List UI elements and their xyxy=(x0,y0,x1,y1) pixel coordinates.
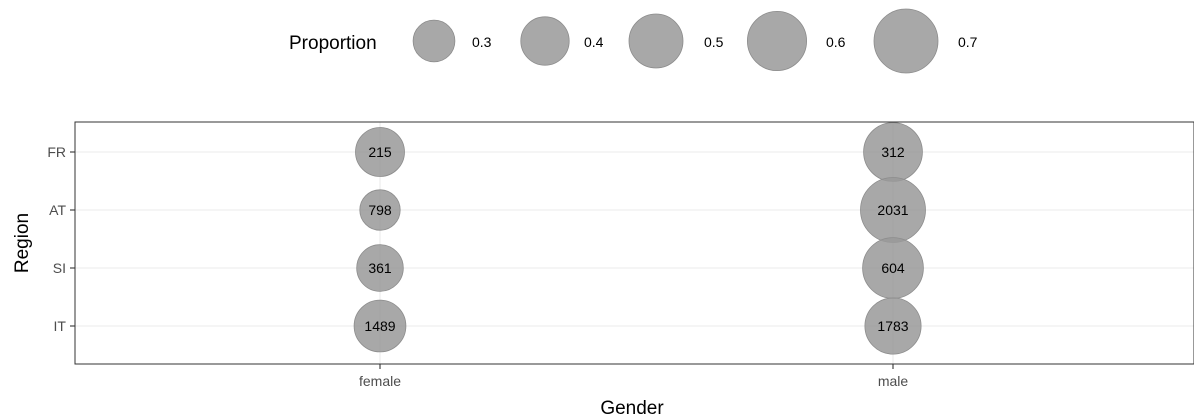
legend-key-label: 0.3 xyxy=(472,34,492,50)
legend-key-circle xyxy=(628,13,684,69)
y-axis-title: Region xyxy=(12,213,33,273)
bubble-female-fr xyxy=(355,127,405,177)
x-axis: female male xyxy=(359,364,908,389)
bubble-female-it xyxy=(353,299,407,353)
y-tick-label: AT xyxy=(49,202,66,218)
bubble-label: 2031 xyxy=(877,202,908,218)
bubble-label: 798 xyxy=(368,202,392,218)
panel-border xyxy=(74,121,1194,365)
legend-title: Proportion xyxy=(289,33,377,54)
bubble-female-si xyxy=(356,244,404,292)
bubble-female-at xyxy=(359,189,401,231)
bubble-label: 361 xyxy=(368,260,392,276)
panel-background xyxy=(75,122,1194,364)
legend-key-circle xyxy=(412,19,456,63)
x-tick-label: female xyxy=(359,373,401,389)
y-tick-label: IT xyxy=(54,318,67,334)
legend-key-label: 0.4 xyxy=(584,34,604,50)
bubble-label: 604 xyxy=(881,260,905,276)
bubbles: 215 798 361 1489 312 2031 604 1783 xyxy=(353,122,926,355)
legend-key-circle xyxy=(747,10,808,72)
x-axis-title: Gender xyxy=(600,398,664,417)
bubble-label: 1489 xyxy=(364,318,395,334)
bubble-male-it xyxy=(864,297,922,355)
bubble-label: 312 xyxy=(881,144,905,160)
legend-key-label: 0.6 xyxy=(826,34,846,50)
x-tick-label: male xyxy=(878,373,909,389)
bubble-label: 215 xyxy=(368,144,392,160)
plot-panel: 215 798 361 1489 312 2031 604 1783 xyxy=(74,121,1194,365)
legend-key-circle xyxy=(873,8,939,74)
legend-key-label: 0.7 xyxy=(958,34,978,50)
legend: Proportion 0.3 0.4 0.5 0.6 0.7 xyxy=(289,8,978,74)
legend-key-label: 0.5 xyxy=(704,34,724,50)
y-tick-label: FR xyxy=(47,144,66,160)
y-tick-label: SI xyxy=(53,260,66,276)
y-axis: FR AT SI IT xyxy=(47,144,75,334)
bubble-label: 1783 xyxy=(877,318,908,334)
legend-key-circle xyxy=(520,16,570,66)
